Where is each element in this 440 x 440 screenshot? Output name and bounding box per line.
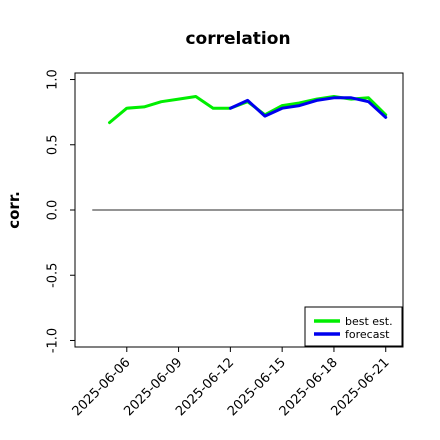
- legend-label: forecast: [345, 328, 390, 341]
- y-tick-label: 0.0: [46, 200, 61, 221]
- y-tick-label: -0.5: [46, 263, 61, 288]
- legend-box: [304, 306, 403, 347]
- legend-label: best est.: [345, 315, 393, 328]
- y-tick-label: -1.0: [46, 328, 61, 353]
- y-tick-label: 1.0: [46, 69, 61, 90]
- plot-area: [92, 95, 403, 211]
- axes: -1.0-0.50.00.51.02025-06-062025-06-09202…: [46, 69, 393, 419]
- y-tick-label: 0.5: [46, 134, 61, 155]
- series-line-forecast: [228, 96, 388, 119]
- chart-title: correlation: [185, 29, 290, 49]
- y-axis-label: corr.: [5, 191, 23, 229]
- legend: best est.forecast: [304, 306, 403, 347]
